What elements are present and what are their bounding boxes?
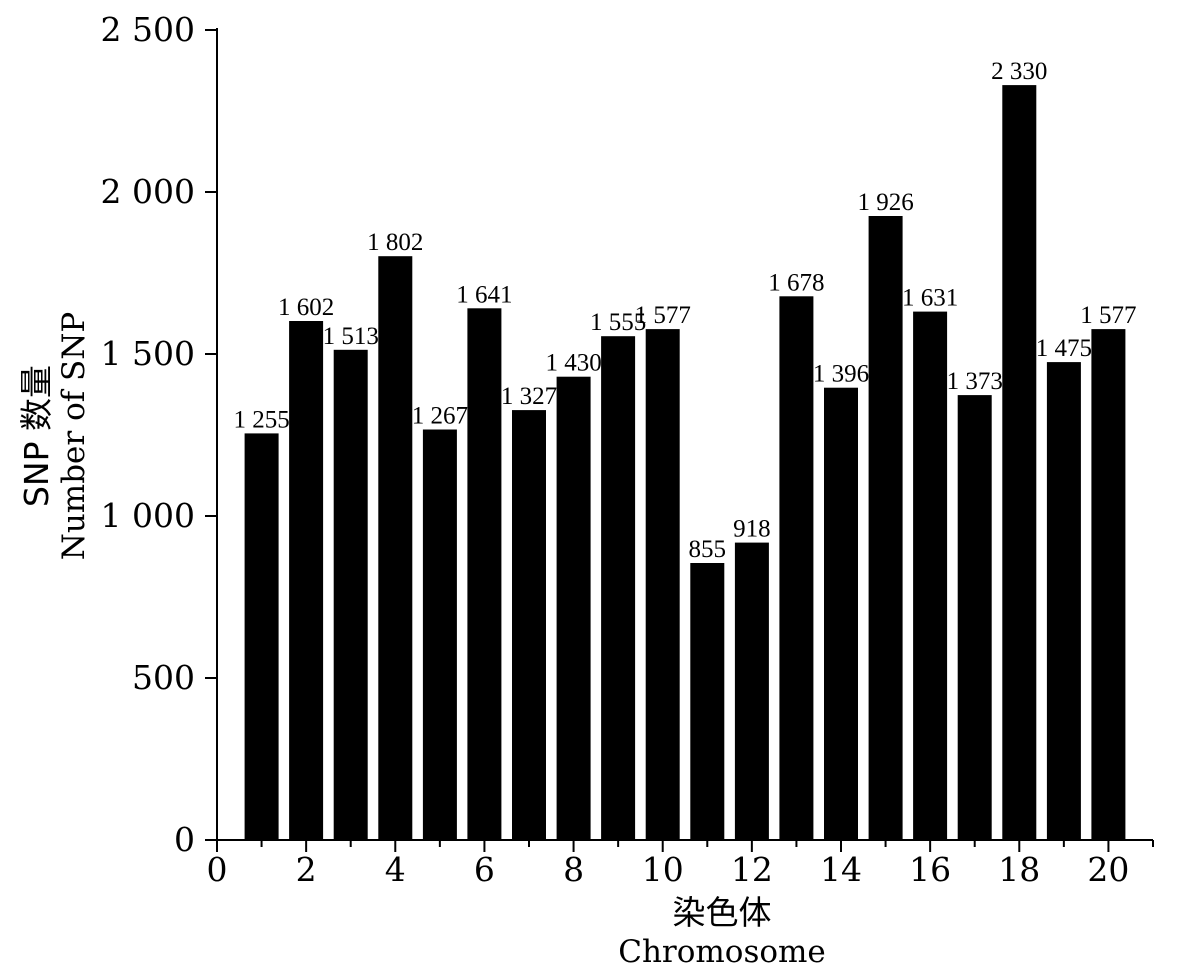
x-tick-label: 14 (820, 850, 862, 889)
x-tick-label: 2 (296, 850, 317, 889)
bar-chromosome-7 (512, 410, 546, 840)
bar-chromosome-18 (1002, 85, 1037, 841)
x-tick-label: 10 (642, 850, 684, 889)
data-label-chromosome-5: 1 267 (412, 403, 468, 430)
data-label-chromosome-3: 1 513 (323, 323, 379, 350)
data-label-chromosome-7: 1 327 (501, 383, 557, 410)
data-label-chromosome-11: 855 (689, 536, 727, 563)
bar-chromosome-5 (422, 429, 457, 840)
x-tick-label: 4 (385, 850, 406, 889)
bar-chromosome-19 (1046, 362, 1081, 840)
data-label-chromosome-18: 2 330 (991, 58, 1047, 85)
data-label-chromosome-6: 1 641 (456, 281, 512, 308)
x-tick-label: 18 (998, 850, 1040, 889)
x-axis-title-cn: 染色体 (673, 893, 772, 932)
x-tick-label: 16 (909, 850, 951, 889)
y-tick-label: 2 500 (101, 10, 195, 49)
x-tick-label: 20 (1087, 850, 1129, 889)
y-axis-ticks: 0 500 1 000 1 500 2 000 2 500 (101, 10, 217, 859)
data-label-chromosome-1: 1 255 (233, 406, 289, 433)
bars-group (244, 85, 1126, 841)
data-label-chromosome-15: 1 926 (857, 189, 913, 216)
data-label-chromosome-8: 1 430 (545, 350, 601, 377)
bar-chromosome-8 (556, 376, 591, 840)
bar-chromosome-15 (868, 216, 903, 840)
y-tick-label: 500 (132, 658, 195, 697)
y-tick-label: 1 500 (101, 334, 195, 373)
x-tick-label: 0 (207, 850, 228, 889)
data-label-chromosome-2: 1 602 (278, 294, 334, 321)
data-label-chromosome-17: 1 373 (947, 368, 1003, 395)
bar-chromosome-9 (601, 336, 636, 840)
y-tick-label: 0 (174, 820, 195, 859)
bar-chromosome-12 (734, 542, 769, 840)
bar-chromosome-17 (957, 395, 992, 840)
bar-chromosome-4 (378, 256, 413, 840)
data-label-chromosome-4: 1 802 (367, 229, 423, 256)
x-tick-label: 6 (474, 850, 495, 889)
data-label-chromosome-16: 1 631 (902, 285, 958, 312)
x-tick-label: 8 (563, 850, 584, 889)
bar-chromosome-10 (645, 329, 680, 840)
bar-chromosome-11 (690, 563, 725, 840)
data-label-chromosome-13: 1 678 (768, 269, 824, 296)
bar-chromosome-20 (1091, 329, 1126, 840)
data-label-chromosome-12: 918 (733, 516, 771, 543)
bar-chromosome-13 (779, 296, 814, 840)
x-axis-ticks: 0 2 4 6 8 10 12 14 16 18 20 (207, 840, 1154, 889)
bar-chromosome-16 (913, 311, 948, 841)
y-axis-title-cn: SNP 数量 (17, 365, 56, 507)
y-tick-label: 2 000 (101, 172, 195, 211)
x-tick-label: 12 (731, 850, 773, 889)
y-axis-title-en: Number of SNP (56, 312, 92, 561)
bar-chromosome-1 (244, 433, 279, 840)
data-label-chromosome-20: 1 577 (1080, 302, 1136, 329)
data-label-chromosome-14: 1 396 (813, 361, 869, 388)
data-label-chromosome-9: 1 555 (590, 309, 646, 336)
data-label-chromosome-19: 1 475 (1036, 335, 1092, 362)
bar-chromosome-2 (289, 321, 324, 840)
data-label-chromosome-10: 1 577 (635, 302, 691, 329)
x-axis-title-en: Chromosome (618, 934, 826, 970)
y-tick-label: 1 000 (101, 496, 195, 535)
bar-chromosome-14 (824, 387, 858, 840)
bar-chromosome-6 (467, 308, 502, 840)
bar-chromosome-3 (333, 349, 368, 840)
